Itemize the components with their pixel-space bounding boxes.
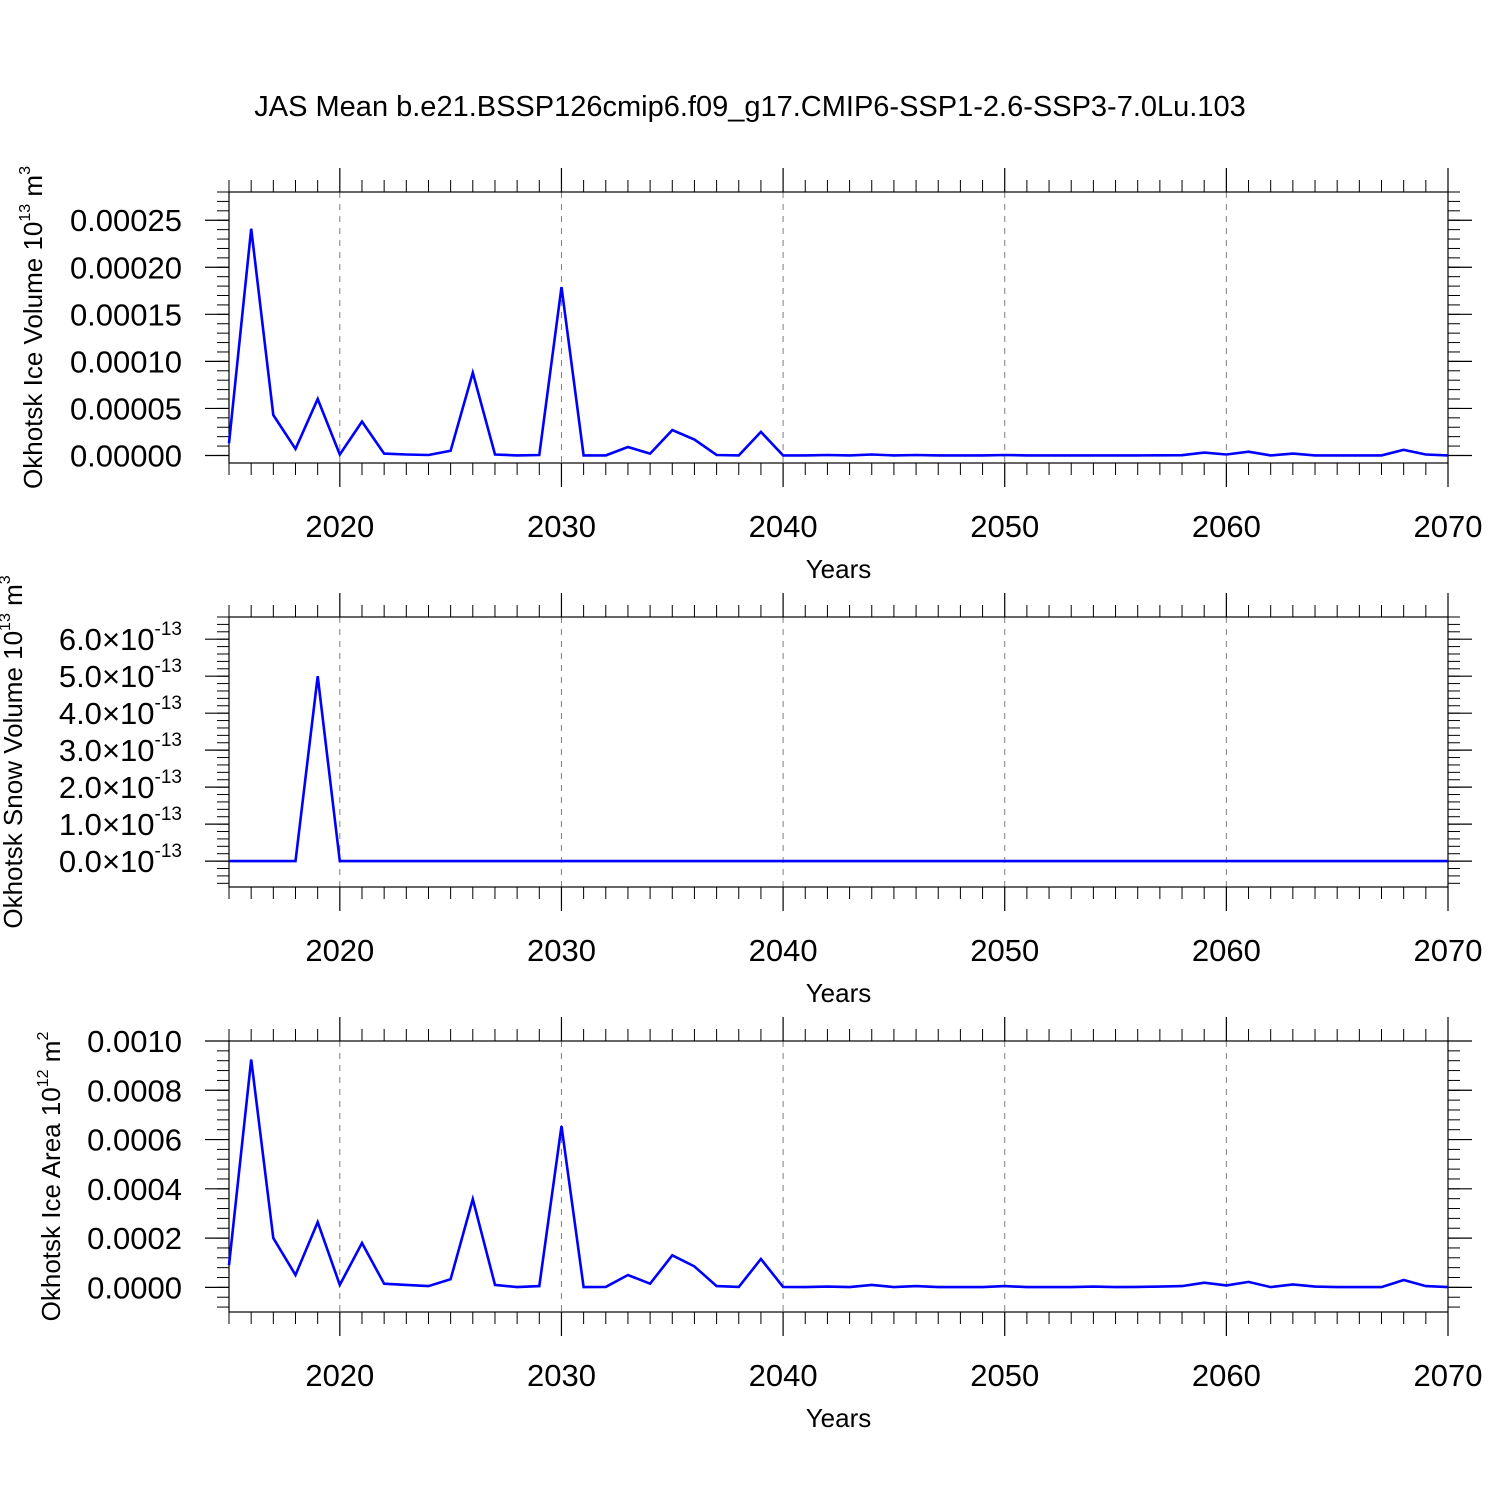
x-tick-label: 2050 [970, 509, 1039, 544]
y-tick-label: 5.0×10-13 [59, 656, 182, 694]
y-tick-label: 0.00015 [70, 297, 182, 332]
plot-frame [228, 616, 1449, 888]
x-tick-label: 2030 [527, 509, 596, 544]
series-line [229, 676, 1448, 863]
x-tick-label: 2040 [749, 509, 818, 544]
y-tick-label: 0.0004 [87, 1172, 182, 1207]
y-tick-label: 0.00000 [70, 438, 182, 473]
y-tick-label: 0.0000 [87, 1270, 182, 1305]
y-tick-label: 4.0×10-13 [59, 693, 182, 731]
y-tick-label: 2.0×10-13 [59, 767, 182, 805]
x-tick-label: 2060 [1192, 1358, 1261, 1393]
y-tick-label: 3.0×10-13 [59, 730, 182, 768]
y-tick-label: 0.00025 [70, 203, 182, 238]
x-axis-title: Years [806, 978, 872, 1008]
chart-panel-3: 0.0000 0.0002 0.0004 0.0006 0.0008 0.0010 2020… [35, 1017, 1482, 1433]
x-tick-label: 2040 [749, 933, 818, 968]
y-tick-label: 6.0×10-13 [59, 619, 182, 657]
y-tick-label: 1.0×10-13 [59, 804, 182, 842]
x-axis-title: Years [806, 554, 872, 584]
chart-panel-1: 0.00000 0.00005 0.00010 0.00015 0.00020 0.000… [17, 166, 1482, 584]
x-tick-label: 2050 [970, 1358, 1039, 1393]
x-tick-label: 2060 [1192, 933, 1261, 968]
y-tick-label: 0.0×10-13 [59, 841, 182, 879]
chart-panel-2: 0.0×10-131.0×10-132.0×10-133.0×10-134.0×… [0, 575, 1482, 1008]
y-tick-label: 0.00010 [70, 344, 182, 379]
x-tick-label: 2030 [527, 1358, 596, 1393]
y-tick-label: 0.0002 [87, 1221, 182, 1256]
y-tick-label: 0.00020 [70, 250, 182, 285]
y-tick-label: 0.00005 [70, 391, 182, 426]
x-tick-label: 2030 [527, 933, 596, 968]
x-tick-label: 2020 [305, 933, 374, 968]
series-line [227, 228, 1449, 458]
x-axis-title: Years [806, 1403, 872, 1433]
x-tick-label: 2040 [749, 1358, 818, 1393]
x-tick-label: 2060 [1192, 509, 1261, 544]
series-line [227, 1059, 1449, 1289]
plot-frame [228, 1040, 1449, 1313]
y-axis-title: Okhotsk Snow Volume 1013 m3 [0, 575, 28, 928]
figure-title: JAS Mean b.e21.BSSP126cmip6.f09_g17.CMIP… [254, 91, 1245, 123]
x-tick-label: 2070 [1414, 1358, 1483, 1393]
y-axis-title: Okhotsk Ice Volume 1013 m3 [17, 166, 48, 489]
x-tick-label: 2050 [970, 933, 1039, 968]
x-tick-label: 2070 [1414, 509, 1483, 544]
y-axis-title: Okhotsk Ice Area 1012 m2 [35, 1032, 66, 1322]
y-tick-label: 0.0006 [87, 1123, 182, 1158]
x-tick-label: 2070 [1414, 933, 1483, 968]
panels: 0.00000 0.00005 0.00010 0.00015 0.00020 0.000… [0, 166, 1482, 1433]
y-tick-label: 0.0008 [87, 1073, 182, 1108]
y-tick-label: 0.0010 [87, 1024, 182, 1059]
plot-frame [228, 191, 1449, 464]
x-tick-label: 2020 [305, 509, 374, 544]
x-tick-label: 2020 [305, 1358, 374, 1393]
